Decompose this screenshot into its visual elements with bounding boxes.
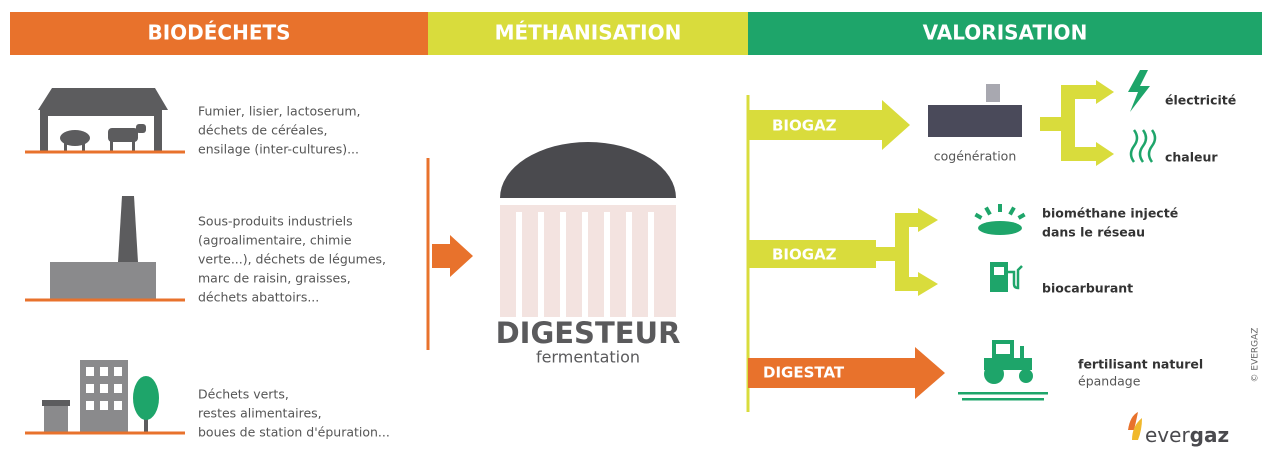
product-sub-label: épandage	[1078, 374, 1141, 389]
cogeneration-icon	[986, 84, 1000, 102]
town-icon	[42, 360, 159, 433]
heat-icon	[1131, 130, 1155, 162]
output-label: BIOGAZ	[772, 117, 837, 135]
output-label: BIOGAZ	[772, 246, 837, 264]
cogeneration-icon	[928, 105, 1022, 137]
tractor-icon	[958, 340, 1048, 401]
product-label: dans le réseau	[1042, 225, 1145, 240]
fork-arrow	[874, 220, 920, 284]
source-text: restes alimentaires,	[198, 406, 322, 421]
burner-icon	[974, 204, 1025, 235]
electricity-icon	[1128, 70, 1150, 112]
source-text: verte...), déchets de légumes,	[198, 252, 386, 267]
fuel-pump-icon	[990, 262, 1022, 292]
source-text: marc de raisin, graisses,	[198, 271, 351, 286]
fork-arrow	[1096, 142, 1114, 166]
source-text: ensilage (inter-cultures)...	[198, 142, 359, 157]
header-title: MÉTHANISATION	[495, 21, 682, 45]
credit: © EVERGAZ	[1251, 328, 1261, 383]
digester-subtitle: fermentation	[536, 348, 640, 367]
product-label: fertilisant naturel	[1078, 357, 1203, 372]
input-arrow	[432, 235, 473, 277]
fork-arrow	[1096, 80, 1114, 104]
source-text: boues de station d'épuration...	[198, 425, 390, 440]
source-text: Sous-produits industriels	[198, 214, 353, 229]
product-label: chaleur	[1165, 150, 1218, 165]
fork-arrow	[918, 208, 938, 232]
digester-title: DIGESTEUR	[496, 316, 681, 350]
digester-icon	[500, 142, 676, 317]
unit-label: cogénération	[934, 149, 1017, 164]
fork-arrow	[1040, 92, 1098, 154]
product-label: biocarburant	[1042, 281, 1133, 296]
header-title: VALORISATION	[923, 21, 1088, 45]
source-text: Déchets verts,	[198, 387, 289, 402]
logo-part: gaz	[1190, 423, 1229, 447]
infographic: BIODÉCHETS MÉTHANISATION VALORISATION Fu…	[0, 0, 1271, 450]
product-label: biométhane injecté	[1042, 206, 1178, 221]
barn-icon	[38, 88, 168, 152]
source-text: (agroalimentaire, chimie	[198, 233, 352, 248]
source-text: Fumier, lisier, lactoserum,	[198, 104, 361, 119]
source-text: déchets abattoirs...	[198, 290, 319, 305]
source-text: déchets de céréales,	[198, 123, 328, 138]
logo-part: ever	[1145, 423, 1190, 447]
output-label: DIGESTAT	[763, 364, 845, 382]
logo: evergaz	[1145, 423, 1229, 447]
header-title: BIODÉCHETS	[147, 21, 290, 45]
product-label: électricité	[1165, 93, 1236, 108]
fork-arrow	[918, 272, 938, 296]
factory-icon	[50, 196, 156, 300]
